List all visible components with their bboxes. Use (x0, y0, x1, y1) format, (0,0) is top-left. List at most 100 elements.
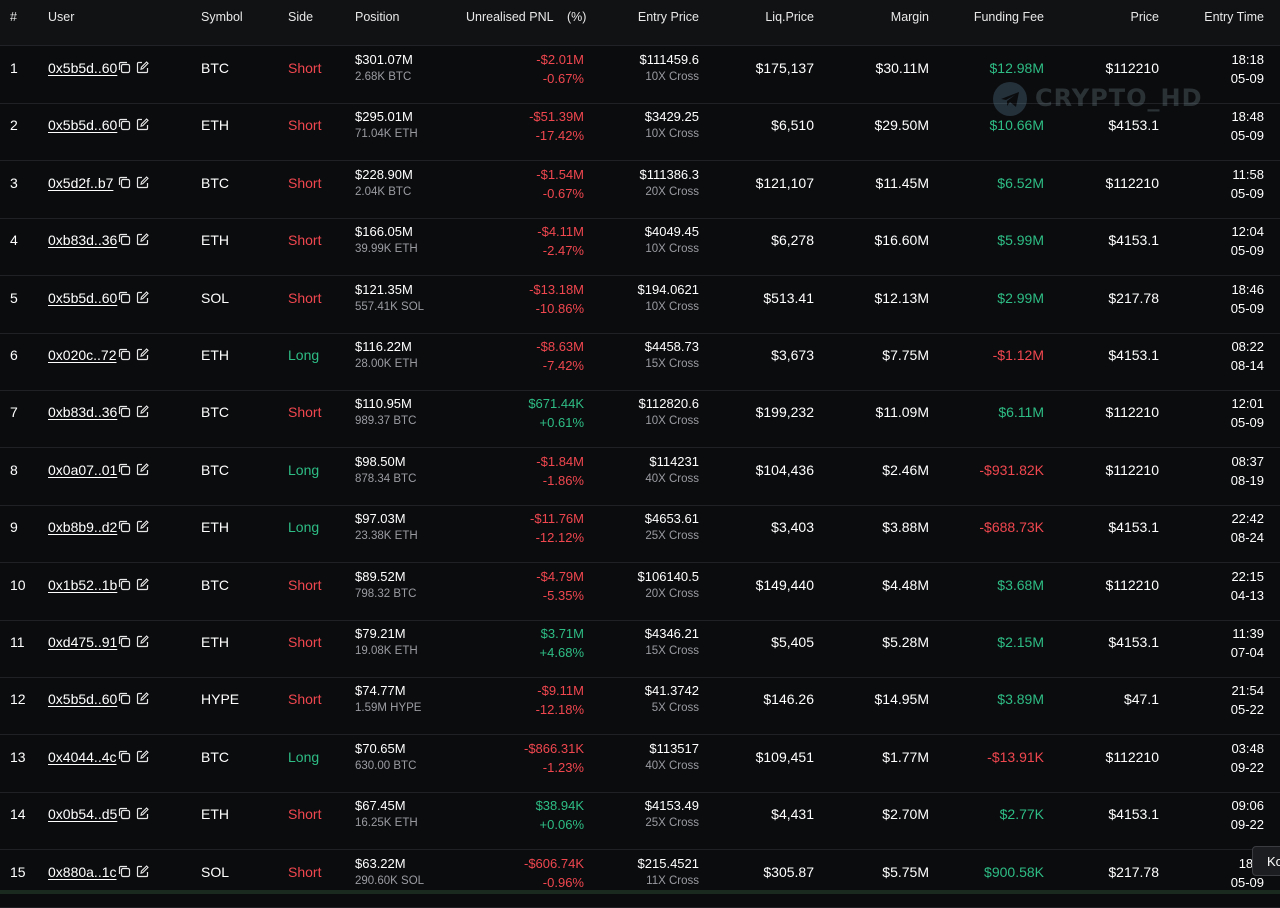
pnl-percent: -1.23% (542, 759, 584, 775)
side-cell: Long (288, 461, 320, 478)
table-row[interactable]: 2 0x5b5d..60 ETH Short $295.01M 71.04K ETH -$5… (0, 103, 1280, 162)
leverage: 10X Cross (645, 415, 699, 428)
copy-icon[interactable] (118, 176, 131, 189)
user-address-link[interactable]: 0xb8b9..d2 (48, 519, 118, 536)
position-size: 989.37 BTC (355, 415, 417, 428)
copy-icon[interactable] (118, 578, 131, 591)
rank-cell: 5 (10, 289, 18, 306)
copy-icon[interactable] (118, 405, 131, 418)
table-row[interactable]: 13 0x4044..4c BTC Long $70.65M 630.00 BTC -$86… (0, 735, 1280, 793)
copy-icon[interactable] (118, 291, 131, 304)
table-row[interactable]: 10 0x1b52..1b BTC Short $89.52M 798.32 BTC -$4… (0, 563, 1280, 621)
edit-note-icon[interactable] (136, 864, 149, 878)
edit-note-icon[interactable] (136, 463, 149, 476)
col-price[interactable]: Price (1130, 10, 1159, 24)
leverage: 10X Cross (645, 71, 699, 83)
col-user[interactable]: User (48, 10, 75, 24)
col-unrealised-pnl[interactable]: Unrealised PNL (466, 10, 554, 24)
user-address-link[interactable]: 0x5b5d..60 (48, 60, 118, 76)
user-address-link[interactable]: 0x5b5d..60 (48, 117, 118, 134)
col-margin[interactable]: Margin (890, 10, 929, 24)
user-address-link[interactable]: 0x5b5d..60 (48, 691, 118, 708)
copy-icon[interactable] (118, 233, 131, 246)
table-row[interactable]: 1 0x5b5d..60 BTC Short $301.07M 2.68K BTC -$2.… (0, 46, 1280, 104)
edit-note-icon[interactable] (136, 176, 149, 189)
col-funding-fee[interactable]: Funding Fee (973, 10, 1044, 24)
col-symbol[interactable]: Symbol (201, 10, 243, 24)
user-address-link[interactable]: 0x0a07..01 (48, 461, 118, 478)
edit-note-icon[interactable] (136, 290, 149, 304)
col-entry-price[interactable]: Entry Price (637, 10, 699, 24)
user-address-link[interactable]: 0xd475..91 (48, 634, 118, 650)
copy-icon[interactable] (118, 865, 131, 878)
user-address-link[interactable]: 0x5b5d..60 (48, 289, 118, 306)
current-price: $4153.1 (1108, 232, 1159, 249)
symbol-cell: ETH (201, 634, 229, 650)
user-address-link[interactable]: 0x0b54..d5 (48, 806, 118, 823)
table-row[interactable]: 3 0x5d2f..b7 BTC Short $228.90M 2.04K BTC -$1.… (0, 161, 1280, 219)
user-address-link[interactable]: 0x1b52..1b (48, 576, 118, 593)
funding-fee: $2.99M (997, 289, 1044, 306)
copy-icon[interactable] (118, 118, 131, 131)
user-address-link[interactable]: 0x880a..1c (48, 863, 117, 880)
table-row[interactable]: 5 0x5b5d..60 SOL Short $121.35M 557.41K SOL -$… (0, 276, 1280, 334)
entry-time: 12:01 (1231, 396, 1264, 412)
col-pnl-percent[interactable]: (%) (567, 10, 587, 24)
user-address-link[interactable]: 0x020c..72 (48, 347, 117, 363)
rank-cell: 11 (10, 634, 25, 650)
corner-chip[interactable]: Ko (1252, 846, 1280, 876)
current-price: $112210 (1105, 576, 1159, 593)
table-row[interactable]: 9 0xb8b9..d2 ETH Long $97.03M 23.38K ETH -$11.… (0, 505, 1280, 564)
table-row[interactable]: 15 0x880a..1c SOL Short $63.22M 290.60K SOL -$… (0, 850, 1280, 908)
funding-fee: $2.15M (997, 634, 1044, 650)
user-address-link[interactable]: 0x5d2f..b7 (48, 174, 114, 191)
copy-icon[interactable] (118, 61, 131, 74)
table-row[interactable]: 8 0x0a07..01 BTC Long $98.50M 878.34 BTC -$1.8… (0, 448, 1280, 506)
edit-note-icon[interactable] (136, 405, 149, 418)
pnl-percent: +0.06% (539, 817, 584, 833)
position-value: $98.50M (355, 453, 406, 469)
edit-note-icon[interactable] (136, 807, 149, 820)
table-row[interactable]: 4 0xb83d..36 ETH Short $166.05M 39.99K ETH -$4… (0, 218, 1280, 277)
table-row[interactable]: 11 0xd475..91 ETH Short $79.21M 19.08K ETH $3.… (0, 620, 1280, 678)
liq-price: $5,405 (771, 634, 814, 650)
copy-icon[interactable] (118, 635, 131, 648)
edit-note-icon[interactable] (136, 635, 149, 648)
edit-note-icon[interactable] (136, 118, 149, 131)
edit-note-icon[interactable] (136, 577, 149, 591)
margin-cell: $2.70M (882, 806, 929, 823)
position-size: 2.68K BTC (355, 71, 412, 83)
copy-icon[interactable] (118, 807, 131, 820)
table-row[interactable]: 7 0xb83d..36 BTC Short $110.95M 989.37 BTC $67… (0, 390, 1280, 449)
edit-note-icon[interactable] (136, 348, 149, 361)
edit-note-icon[interactable] (136, 520, 149, 533)
col-entry-time[interactable]: Entry Time (1204, 10, 1264, 24)
user-address-link[interactable]: 0xb83d..36 (48, 404, 118, 421)
copy-icon[interactable] (118, 692, 131, 705)
position-value: $301.07M (355, 52, 413, 67)
edit-note-icon[interactable] (136, 692, 149, 705)
col-position[interactable]: Position (355, 10, 400, 24)
user-address-link[interactable]: 0xb83d..36 (48, 232, 118, 249)
table-row[interactable]: 6 0x020c..72 ETH Long $116.22M 28.00K ETH -$8.… (0, 333, 1280, 391)
pnl-percent: -10.86% (535, 300, 584, 316)
copy-icon[interactable] (118, 348, 131, 361)
current-price: $217.78 (1108, 289, 1159, 306)
entry-time: 12:04 (1231, 224, 1264, 240)
col-side[interactable]: Side (288, 10, 314, 24)
edit-note-icon[interactable] (136, 61, 149, 74)
copy-icon[interactable] (118, 520, 131, 533)
user-address-link[interactable]: 0x4044..4c (48, 748, 117, 765)
entry-price: $114231 (649, 453, 699, 469)
edit-note-icon[interactable] (136, 750, 149, 763)
col-liq-price[interactable]: Liq.Price (765, 10, 814, 24)
edit-note-icon[interactable] (136, 233, 149, 246)
table-row[interactable]: 12 0x5b5d..60 HYPE Short $74.77M 1.59M HYPE -$… (0, 677, 1280, 736)
unrealised-pnl: $671.44K (528, 396, 584, 412)
symbol-cell: ETH (201, 232, 229, 249)
table-row[interactable]: 14 0x0b54..d5 ETH Short $67.45M 16.25K ETH $38… (0, 792, 1280, 851)
entry-time: 03:48 (1231, 740, 1264, 756)
unrealised-pnl: $3.71M (540, 626, 584, 641)
copy-icon[interactable] (118, 463, 131, 476)
copy-icon[interactable] (118, 750, 131, 763)
